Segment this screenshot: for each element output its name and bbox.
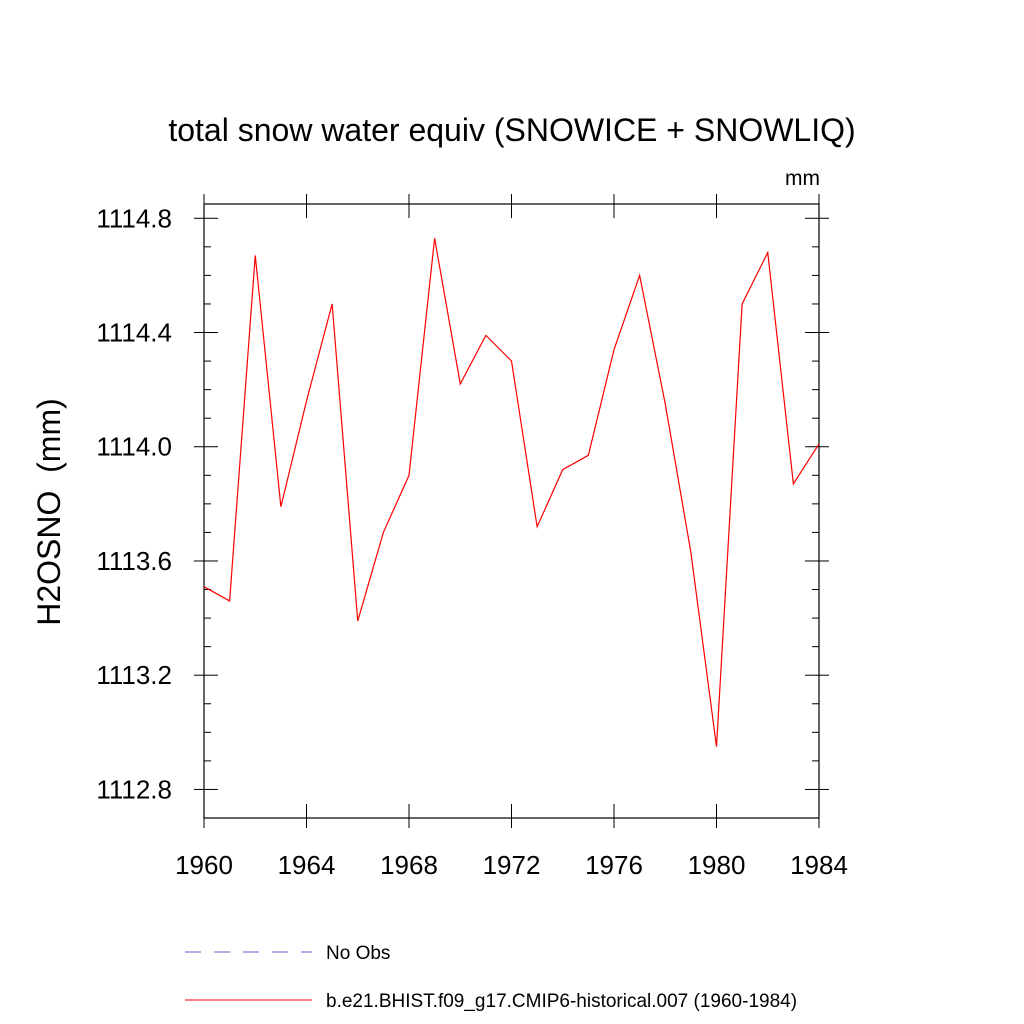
y-tick-label: 1114.4 [96,318,172,348]
units-label: mm [785,167,820,190]
legend-label-historical: b.e21.BHIST.f09_g17.CMIP6-historical.007… [326,991,797,1012]
legend-label-no-obs: No Obs [326,943,390,964]
x-tick-label: 1960 [175,850,233,880]
y-axis-label: H2OSNO (mm) [31,398,67,626]
plot-frame [203,203,820,819]
x-tick-label: 1964 [278,850,336,880]
y-tick-label: 1113.6 [96,546,172,576]
x-tick-label: 1968 [380,850,438,880]
series-line [203,238,820,747]
x-tick-label: 1976 [585,850,643,880]
y-tick-label: 1114.8 [96,203,172,233]
legend: No Obs b.e21.BHIST.f09_g17.CMIP6-histori… [185,943,797,1012]
x-tick-label: 1972 [483,850,541,880]
y-tick-label: 1112.8 [96,774,172,804]
x-tick-label: 1984 [790,850,848,880]
chart-title: total snow water equiv (SNOWICE + SNOWLI… [168,112,855,148]
plot-area: 1960 1964 1968 1972 1976 1980 1984 1112.8 1113.2… [96,194,848,880]
y-tick-label: 1114.0 [96,432,172,462]
y-tick-label: 1113.2 [96,660,172,690]
x-tick-label: 1980 [688,850,746,880]
